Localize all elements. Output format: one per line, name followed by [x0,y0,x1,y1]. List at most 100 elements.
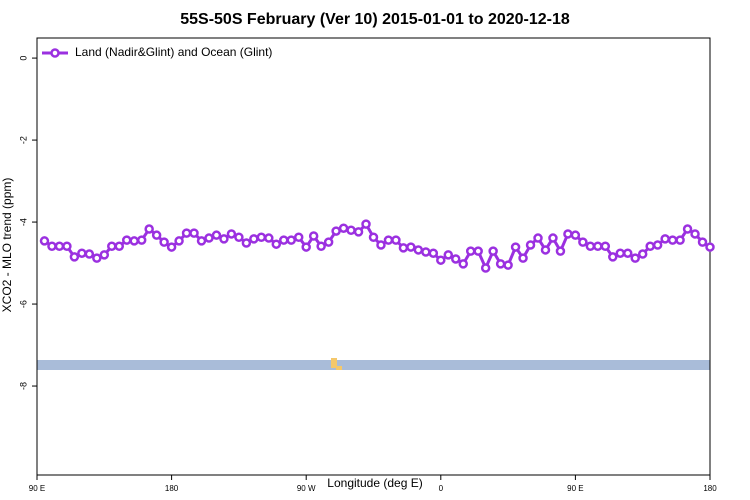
point [622,248,633,258]
point [196,236,207,246]
point [361,219,371,229]
legend-label: Land (Nadir&Glint) and Ocean (Glint) [75,45,272,59]
point [518,253,528,263]
x-axis-label: Longitude (deg E) [327,476,422,490]
surface-band [37,360,710,370]
point [600,241,611,252]
x-tick-label: 90 W [297,484,316,493]
point [473,246,483,256]
point [480,263,491,273]
point [667,235,678,245]
point [121,235,132,245]
point [159,237,169,247]
plot-frame [36,37,711,476]
point [241,238,252,248]
point [398,243,409,253]
point [234,232,244,242]
point [271,239,282,249]
point [136,235,147,245]
point [204,233,214,243]
point [608,252,618,262]
y-tick-label: -2 [18,136,28,144]
point [570,230,581,240]
point [391,235,401,245]
point [443,250,454,260]
point [323,237,334,247]
point [249,234,259,244]
point [563,229,573,239]
y-axis-label: XCO2 - MLO trend (ppm) [0,178,14,313]
point [660,234,670,244]
point [54,241,65,252]
point [451,254,461,264]
point [256,232,267,242]
point [488,246,498,256]
point [697,237,708,247]
point [383,235,394,245]
legend-marker [50,48,60,58]
point [495,259,506,269]
point [510,242,521,252]
point [69,252,80,262]
point [705,242,715,252]
point [615,248,626,258]
y-tick-label: -4 [18,218,28,226]
point [308,231,319,241]
x-tick-label: 90 E [567,484,583,493]
point [548,233,558,243]
point [92,253,102,263]
point [533,233,543,243]
point [436,255,446,265]
point [211,230,222,240]
point [682,224,693,234]
point [645,241,655,252]
x-tick-label: 180 [703,484,717,493]
x-tick-label: 90 E [29,484,45,493]
land-marker [336,366,342,370]
y-tick-label: -6 [18,300,28,308]
point [593,241,603,252]
point [77,248,87,258]
point [652,240,663,250]
point [675,235,685,245]
point [421,247,431,257]
chart-title: 55S-50S February (Ver 10) 2015-01-01 to … [180,11,570,28]
point [406,242,416,252]
point [585,241,596,252]
point [637,249,648,259]
y-tick-label: -8 [18,382,28,390]
point [219,234,229,244]
point [346,225,356,236]
point [151,230,162,240]
point [279,235,289,245]
point [286,235,296,245]
point [690,229,700,239]
point [84,249,95,259]
point [630,253,640,263]
y-tick-label: 0 [18,56,28,61]
point [189,228,199,238]
point [129,236,139,246]
point [525,240,536,250]
point [331,226,341,236]
point [99,250,110,260]
point [47,241,57,252]
point [174,236,184,246]
point [338,223,349,233]
point [264,233,274,243]
point [503,260,513,270]
point [458,259,468,269]
point [301,242,311,252]
x-tick-label: 180 [165,484,179,493]
point [353,227,364,237]
point [555,246,566,256]
point [181,228,192,238]
point [114,241,125,252]
point [368,232,379,242]
point [293,232,304,242]
point [62,241,72,252]
point [376,240,386,250]
point [144,224,154,234]
point [39,236,50,246]
